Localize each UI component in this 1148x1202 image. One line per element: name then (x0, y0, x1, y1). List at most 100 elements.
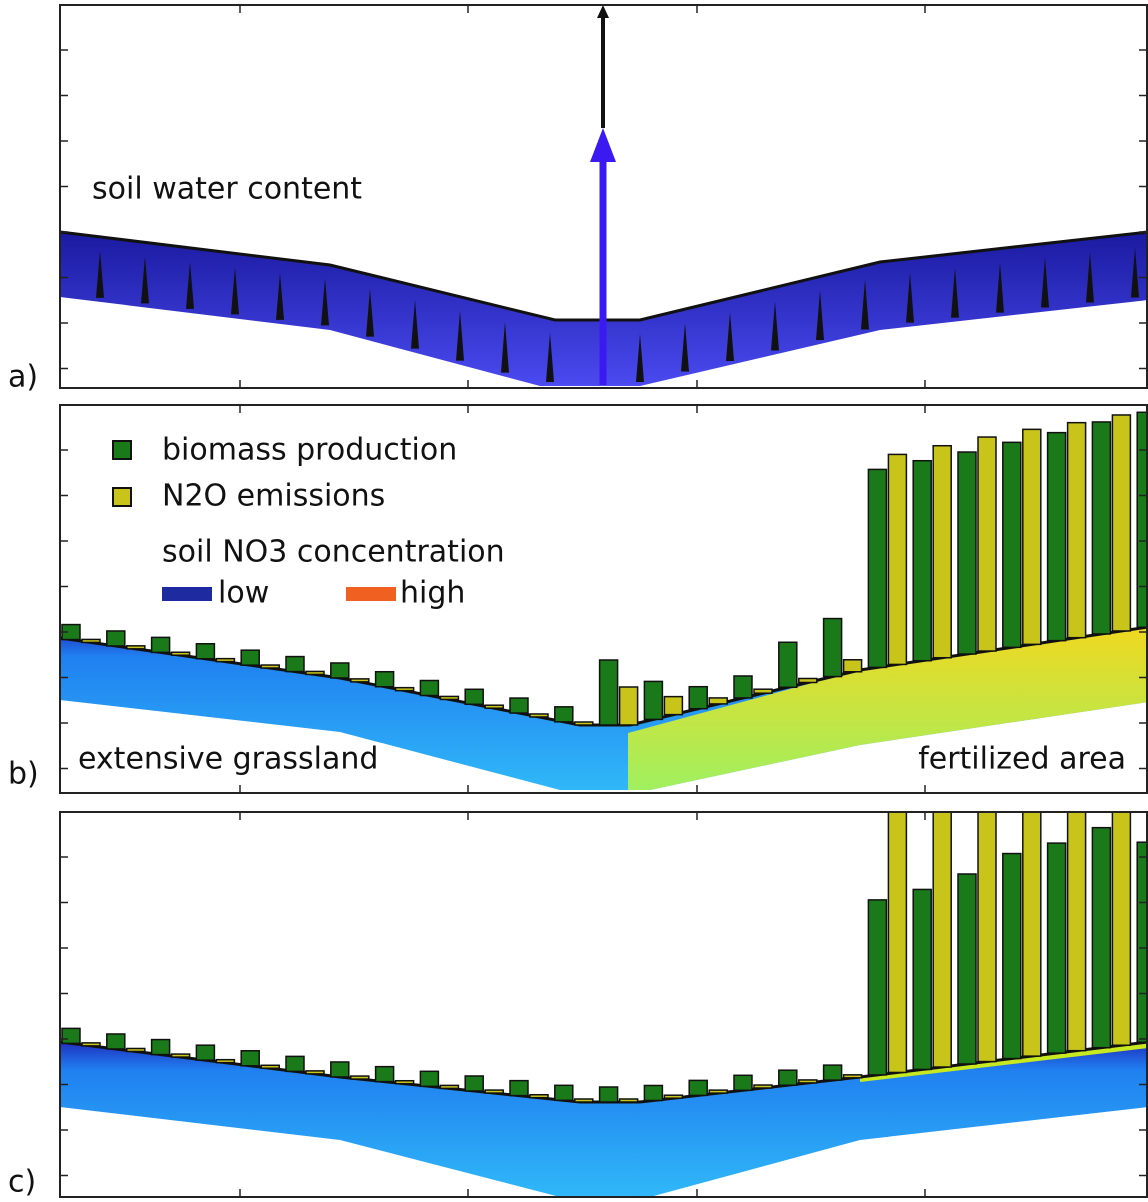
biomass-bar (555, 707, 573, 722)
n2o-bar (754, 1085, 772, 1088)
biomass-bar (913, 889, 931, 1069)
n2o-bar (440, 696, 458, 699)
biomass-bar (152, 1040, 170, 1055)
n2o-bar (620, 1099, 638, 1102)
biomass-bar (1003, 442, 1021, 647)
n2o-bar (82, 639, 100, 642)
biomass-bar (1092, 422, 1110, 634)
n2o-bar (530, 714, 548, 717)
biomass-bar (958, 874, 976, 1064)
biomass-bar (868, 900, 886, 1075)
biomass-bar (1092, 828, 1110, 1048)
n2o-bar (306, 1071, 324, 1074)
biomass-bar (107, 631, 125, 646)
biomass-bar (868, 469, 886, 667)
legend-title: soil NO3 concentration (162, 535, 505, 570)
n2o-bar (844, 660, 862, 672)
legend-entry: low (218, 576, 269, 611)
biomass-bar (600, 660, 618, 725)
panel-text: soil water content (92, 172, 362, 207)
n2o-bar (1023, 776, 1041, 1056)
biomass-bar (241, 1051, 259, 1066)
n2o-bar (440, 1085, 458, 1088)
biomass-bar (62, 1028, 80, 1043)
panel-label: a) (8, 360, 38, 395)
biomass-bar (420, 681, 438, 696)
biomass-bar (152, 637, 170, 652)
legend-entry: biomass production (162, 433, 457, 468)
n2o-bar (396, 688, 414, 691)
n2o-bar (1112, 765, 1130, 1045)
biomass-bar (196, 1045, 214, 1060)
biomass-bar (644, 1085, 662, 1100)
n2o-bar (575, 1099, 593, 1102)
biomass-bar (734, 676, 752, 698)
n2o-bar (82, 1043, 100, 1046)
panel-label: c) (8, 1165, 36, 1200)
n2o-bar (978, 782, 996, 1062)
n2o-bar (888, 454, 906, 664)
n2o-bar (216, 1060, 234, 1063)
legend-swatch (113, 488, 131, 506)
legend-swatch (113, 441, 131, 459)
biomass-bar (689, 1080, 707, 1095)
n2o-bar (620, 687, 638, 725)
n2o-bar (799, 1080, 817, 1083)
biomass-bar (465, 689, 483, 704)
n2o-bar (261, 665, 279, 668)
biomass-bar (600, 1087, 618, 1102)
n2o-bar (396, 1081, 414, 1084)
legend-entry: high (400, 576, 465, 611)
biomass-bar (510, 1081, 528, 1096)
biomass-bar (465, 1076, 483, 1091)
n2o-bar (1068, 423, 1086, 638)
biomass-bar (331, 1062, 349, 1077)
n2o-bar (127, 1048, 145, 1051)
n2o-bar (261, 1065, 279, 1068)
n2o-bar (575, 722, 593, 725)
biomass-bar (824, 619, 842, 677)
biomass-bar (913, 461, 931, 661)
biomass-bar (734, 1075, 752, 1090)
biomass-bar (420, 1071, 438, 1086)
n2o-bar (933, 446, 951, 658)
biomass-bar (376, 672, 394, 687)
biomass-bar (958, 452, 976, 654)
biomass-bar (824, 1065, 842, 1080)
biomass-bar (196, 644, 214, 659)
n2o-bar (709, 1090, 727, 1093)
biomass-bar (779, 1070, 797, 1085)
panel-label: b) (8, 757, 39, 792)
n2o-bar (1112, 415, 1130, 631)
n2o-bar (844, 1075, 862, 1078)
n2o-bar (1023, 429, 1041, 644)
n2o-bar (351, 1076, 369, 1079)
n2o-bar (530, 1095, 548, 1098)
n2o-bar (799, 678, 817, 682)
legend: biomass production N2O emissions soil NO… (113, 433, 505, 611)
biomass-bar (779, 642, 797, 687)
legend-swatch (162, 587, 212, 601)
n2o-bar (485, 705, 503, 708)
n2o-bar (485, 1090, 503, 1093)
biomass-bar (555, 1085, 573, 1100)
biomass-bar (376, 1067, 394, 1082)
biomass-bar (107, 1034, 125, 1049)
biomass-bar (1048, 433, 1066, 641)
n2o-bar (664, 1095, 682, 1098)
panel (60, 762, 1148, 1197)
legend-swatch (346, 587, 396, 601)
n2o-bar (172, 1054, 190, 1057)
n2o-bar (172, 652, 190, 655)
biomass-bar (644, 681, 662, 719)
n2o-bar (351, 679, 369, 682)
biomass-bar (1048, 843, 1066, 1053)
n2o-bar (933, 787, 951, 1067)
n2o-bar (709, 698, 727, 704)
area-label: extensive grassland (78, 742, 378, 777)
n2o-bar (754, 689, 772, 693)
biomass-bar (286, 1056, 304, 1071)
biomass-bar (689, 687, 707, 709)
n2o-bar (127, 646, 145, 649)
n2o-bar (978, 437, 996, 651)
